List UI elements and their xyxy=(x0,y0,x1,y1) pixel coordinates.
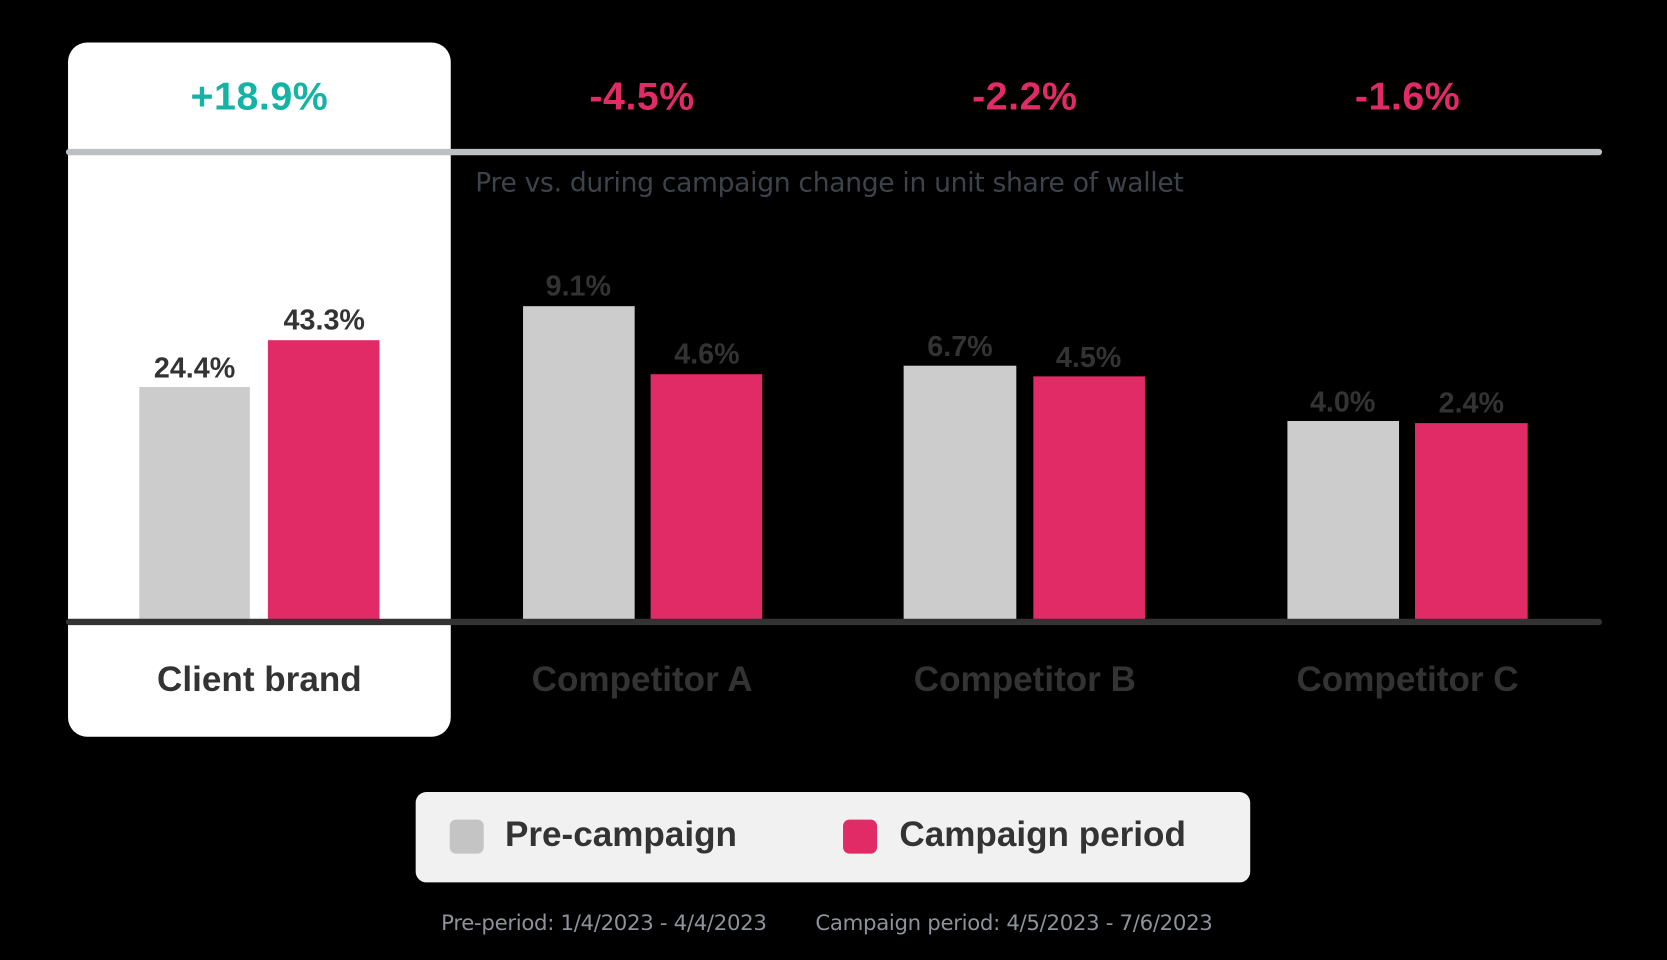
bar-client-brand-pre xyxy=(139,386,250,620)
delta-competitor-c: -1.6% xyxy=(1354,74,1461,119)
category-competitor-b: Competitor B xyxy=(913,659,1136,699)
value-competitor-b-campaign: 4.5% xyxy=(1055,341,1122,374)
value-competitor-a-campaign: 4.6% xyxy=(674,338,740,370)
client-brand-highlight-card xyxy=(68,42,451,737)
value-competitor-a-pre: 9.1% xyxy=(545,270,612,302)
bar-competitor-c-pre xyxy=(1287,420,1400,620)
bar-competitor-a-pre xyxy=(523,306,635,620)
legend-label-campaign-period: Campaign period xyxy=(899,814,1186,854)
bar-competitor-b-campaign xyxy=(1033,376,1145,620)
legend-label-pre-campaign: Pre-campaign xyxy=(504,814,737,854)
value-competitor-c-pre: 4.0% xyxy=(1309,385,1376,418)
x-axis-baseline xyxy=(65,618,1603,626)
footnote-campaign-period: Campaign period: 4/5/2023 - 7/6/2023 xyxy=(815,910,1213,936)
value-competitor-c-campaign: 2.4% xyxy=(1438,386,1505,419)
delta-competitor-a: -4.5% xyxy=(589,74,695,119)
bar-client-brand-campaign xyxy=(267,340,380,620)
category-client-brand: Client brand xyxy=(157,659,362,699)
bar-competitor-b-pre xyxy=(903,365,1017,620)
value-competitor-b-pre: 6.7% xyxy=(927,330,993,363)
value-client-brand-pre: 24.4% xyxy=(153,351,236,384)
chart-subtitle: Pre vs. during campaign change in unit s… xyxy=(475,166,1184,198)
top-divider xyxy=(65,148,1603,156)
legend-swatch-campaign-period xyxy=(843,819,878,854)
footnote-pre-period: Pre-period: 1/4/2023 - 4/4/2023 xyxy=(441,910,767,936)
bar-competitor-a-campaign xyxy=(650,374,763,620)
chart-legend: Pre-campaign Campaign period xyxy=(415,792,1251,883)
legend-swatch-pre-campaign xyxy=(449,819,484,854)
category-competitor-c: Competitor C xyxy=(1296,659,1519,699)
bar-competitor-c-campaign xyxy=(1414,423,1528,620)
delta-client-brand: +18.9% xyxy=(190,74,329,119)
delta-competitor-b: -2.2% xyxy=(972,74,1078,119)
category-competitor-a: Competitor A xyxy=(531,659,753,699)
value-client-brand-campaign: 43.3% xyxy=(283,304,365,336)
